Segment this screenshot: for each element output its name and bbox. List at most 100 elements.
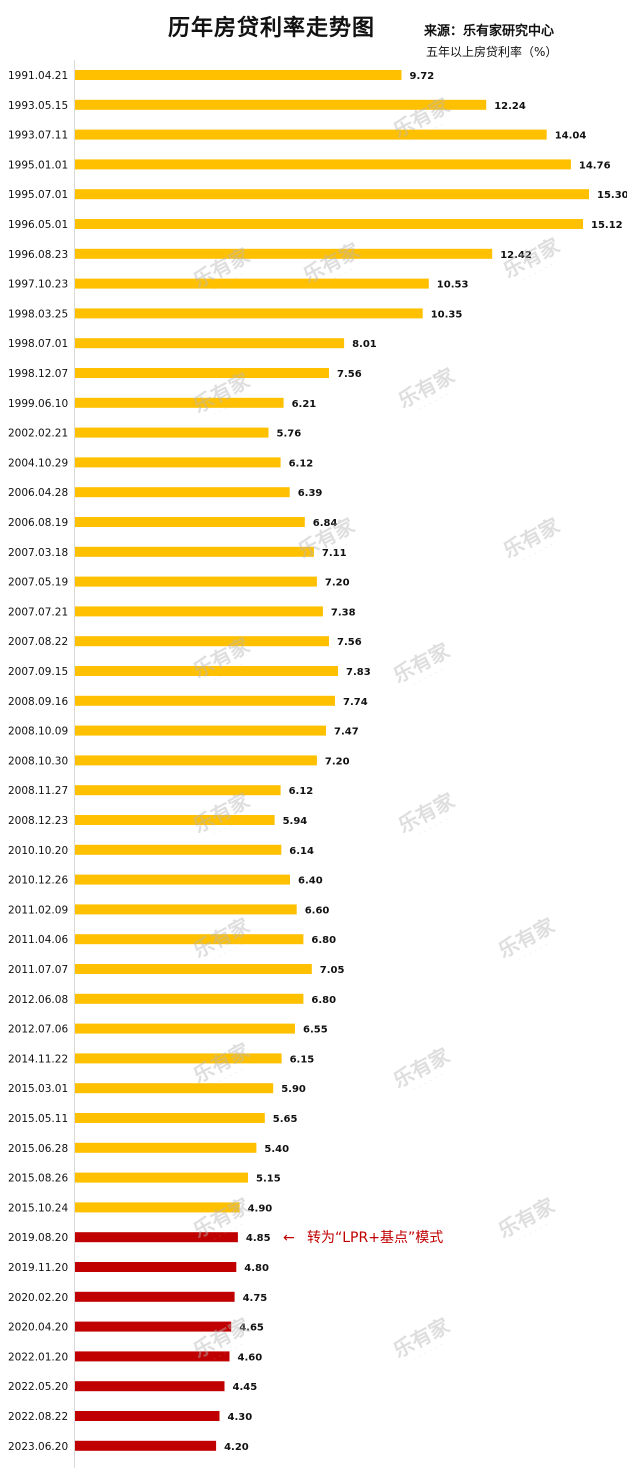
tick-label: 1993.07.11 [8,130,68,142]
bar-1997.10.23 [75,278,429,289]
data-label: 15.30 [597,190,627,201]
bar-2012.06.08 [75,993,304,1004]
data-label: 5.76 [277,429,302,440]
bar-2004.10.29 [75,457,281,468]
data-label: 7.56 [337,369,362,380]
data-label: 7.74 [343,697,368,708]
data-label: 6.84 [313,518,338,529]
tick-label: 2007.09.15 [8,666,68,678]
data-label: 7.20 [325,578,350,589]
data-label: 9.72 [410,71,435,82]
data-label: 6.12 [289,786,314,797]
bar-2014.11.22 [75,1053,282,1064]
tick-label: 2019.11.20 [8,1262,68,1274]
bar-2008.09.16 [75,695,335,706]
tick-label: 1999.06.10 [8,398,68,410]
bar-2010.10.20 [75,844,282,855]
bar-2008.11.27 [75,785,281,796]
bar-1996.05.01 [75,219,583,229]
bar-2022.05.20 [75,1381,225,1392]
bar-series [75,70,589,1451]
tick-label: 2015.06.28 [8,1143,68,1155]
tick-label: 2008.11.27 [8,785,68,797]
bar-1999.06.10 [75,397,284,408]
bar-2011.07.07 [75,964,312,974]
tick-label: 2020.02.20 [8,1292,68,1304]
data-label: 6.15 [290,1054,315,1065]
tick-label: 1998.07.01 [8,338,68,350]
data-label: 8.01 [352,339,377,350]
arrow-left-icon: ← [283,1230,295,1246]
tick-label: 1997.10.23 [8,279,68,291]
bar-2019.11.20 [75,1262,237,1272]
data-label: 10.35 [431,309,463,320]
bar-1996.08.23 [75,248,493,259]
tick-label: 2008.10.09 [8,726,68,738]
tick-label: 2010.10.20 [8,845,68,857]
bar-2006.08.19 [75,517,305,527]
bar-2007.03.18 [75,546,314,557]
data-label: 5.15 [256,1174,281,1185]
bar-2020.04.20 [75,1321,232,1332]
bar-2015.10.24 [75,1202,240,1213]
data-label: 6.55 [303,1025,328,1036]
bar-1995.07.01 [75,189,589,200]
data-labels: 9.72 12.24 14.04 14.76 15.30 15.12 12.42 10.53 1… [224,71,627,1453]
bar-2007.08.22 [75,636,329,647]
tick-label: 2015.08.26 [8,1173,68,1185]
bar-2015.05.11 [75,1113,265,1123]
bar-1998.07.01 [75,338,345,349]
data-label: 4.85 [246,1233,271,1244]
data-label: 14.76 [579,160,611,171]
tick-label: 2015.03.01 [8,1083,68,1095]
data-label: 12.24 [494,101,526,112]
tick-label: 1995.01.01 [8,159,68,171]
data-label: 7.38 [331,607,356,618]
data-label: 4.80 [244,1263,269,1274]
tick-label: 2022.01.20 [8,1351,68,1363]
data-label: 6.21 [292,399,317,410]
tick-label: 2008.12.23 [8,815,68,827]
data-label: 4.30 [228,1412,253,1423]
data-label: 6.14 [289,846,314,857]
tick-label: 2007.03.18 [8,547,68,559]
bar-2008.12.23 [75,815,275,825]
tick-label: 2002.02.21 [8,428,68,440]
bar-1991.04.21 [75,70,402,80]
bar-2012.07.06 [75,1023,295,1034]
bar-2007.09.15 [75,666,338,676]
data-label: 7.05 [320,965,345,976]
data-label: 5.65 [273,1114,298,1125]
unit-label: 五年以上房贷利率（%） [426,45,558,59]
data-label: 10.53 [437,280,469,291]
data-label: 5.94 [283,816,308,827]
bar-2015.06.28 [75,1142,257,1153]
tick-label: 2012.07.06 [8,1024,68,1036]
data-label: 6.80 [311,995,336,1006]
tick-label: 1998.12.07 [8,368,68,380]
tick-label: 2019.08.20 [8,1232,68,1244]
data-label: 14.04 [555,131,587,142]
tick-label: 1996.08.23 [8,249,68,261]
data-label: 7.11 [322,548,347,559]
data-label: 4.45 [233,1382,258,1393]
lpr-annotation-text: 转为“LPR+基点”模式 [307,1229,443,1246]
bar-2008.10.09 [75,725,326,736]
bar-2022.01.20 [75,1351,230,1362]
data-label: 6.60 [305,905,330,916]
tick-label: 2011.07.07 [8,964,68,976]
data-label: 15.12 [591,220,623,231]
tick-label: 2022.08.22 [8,1411,68,1423]
bar-1998.12.07 [75,368,329,378]
data-label: 4.65 [239,1323,264,1334]
source-label: 来源：乐有家研究中心 [424,24,555,39]
tick-label: 2014.11.22 [8,1053,68,1065]
category-axis-labels: 1991.04.21 1993.05.15 1993.07.11 1995.01.01… [8,70,68,1453]
bar-2002.02.21 [75,427,269,438]
tick-label: 2022.05.20 [8,1381,68,1393]
tick-label: 1993.05.15 [8,100,68,112]
data-label: 7.20 [325,756,350,767]
bar-2022.08.22 [75,1411,220,1421]
tick-label: 2011.02.09 [8,904,68,916]
